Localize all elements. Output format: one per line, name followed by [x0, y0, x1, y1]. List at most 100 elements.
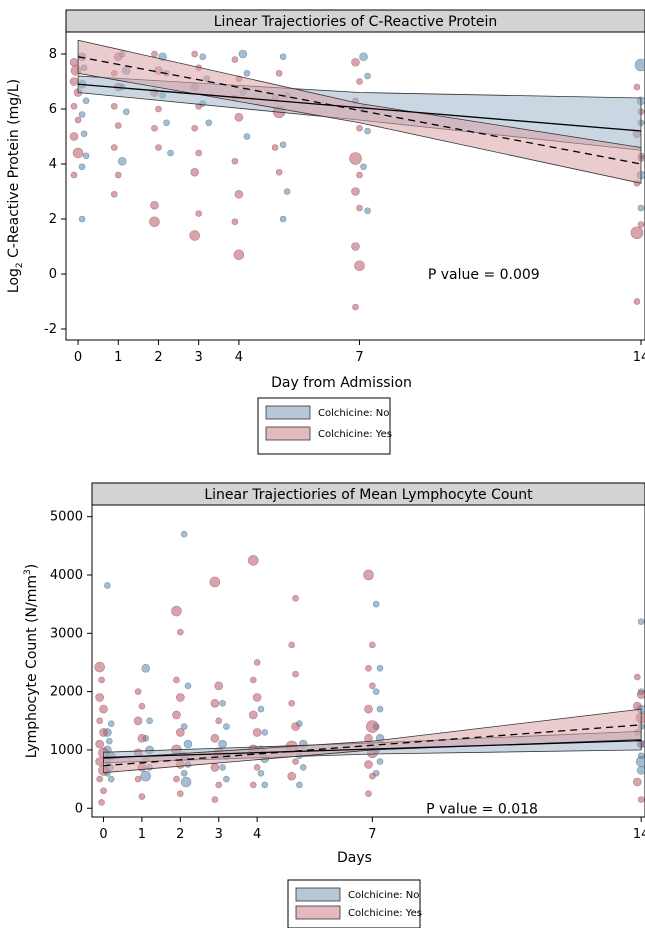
data-point	[364, 72, 371, 80]
data-point	[70, 171, 78, 179]
y-tick-label: 6	[49, 102, 57, 117]
data-point	[134, 775, 142, 783]
data-point	[243, 133, 251, 140]
x-tick-label: 2	[154, 350, 162, 365]
data-point	[372, 688, 380, 695]
data-point	[369, 772, 376, 780]
data-point	[219, 764, 226, 771]
data-point	[117, 156, 127, 166]
data-point	[271, 144, 279, 151]
data-point	[95, 693, 104, 702]
data-point	[215, 717, 223, 725]
data-point	[69, 77, 79, 86]
data-point	[110, 144, 118, 151]
data-point	[633, 83, 641, 91]
data-point	[366, 720, 379, 733]
data-point	[351, 187, 360, 196]
data-point	[252, 728, 262, 737]
p-value-annotation: P value = 0.018	[426, 801, 538, 817]
data-point	[214, 681, 224, 691]
data-point	[195, 149, 202, 157]
data-point	[140, 770, 152, 782]
data-point	[110, 102, 118, 110]
data-point	[279, 141, 287, 149]
data-point	[261, 729, 269, 736]
data-point	[365, 790, 372, 797]
data-point	[183, 739, 193, 749]
data-point	[104, 582, 111, 589]
data-point	[95, 757, 104, 766]
data-point	[369, 682, 376, 690]
data-point	[134, 688, 142, 695]
data-point	[191, 50, 198, 58]
data-point	[261, 781, 269, 789]
data-point	[96, 775, 103, 783]
data-point	[70, 102, 78, 110]
data-point	[141, 663, 151, 673]
data-point	[99, 728, 108, 737]
x-axis-label: Day from Admission	[271, 375, 412, 391]
data-point	[155, 105, 162, 113]
data-point	[637, 796, 645, 803]
data-point	[210, 763, 220, 772]
data-point	[219, 699, 226, 707]
data-point	[150, 200, 159, 210]
y-tick-label: 4000	[50, 568, 83, 583]
data-point	[210, 698, 220, 708]
y-tick-label: -2	[44, 322, 57, 337]
x-tick-label: 7	[355, 350, 363, 365]
data-point	[223, 775, 230, 783]
legend-swatch	[265, 405, 311, 420]
y-tick-label: 0	[75, 801, 83, 816]
x-tick-label: 3	[215, 827, 223, 842]
x-tick-label: 0	[74, 350, 82, 365]
data-point	[283, 188, 291, 195]
legend-swatch	[295, 887, 341, 902]
data-point	[376, 664, 384, 672]
data-point	[296, 781, 303, 789]
data-point	[252, 693, 262, 702]
data-point	[364, 704, 373, 714]
data-point	[195, 210, 202, 217]
data-point	[376, 705, 384, 713]
confidence-band	[77, 39, 642, 184]
legend-swatch	[265, 426, 311, 441]
data-point	[82, 97, 90, 105]
data-point	[292, 758, 299, 765]
data-point	[238, 49, 248, 59]
y-tick-label: 4	[49, 157, 57, 172]
data-point	[363, 569, 374, 581]
data-point	[288, 641, 295, 649]
data-point	[123, 108, 130, 116]
legend-label: Colchicine: Yes	[348, 908, 422, 919]
data-point	[356, 124, 363, 132]
data-point	[352, 303, 359, 311]
data-point	[288, 699, 295, 707]
plot-content: P value = 0.018	[94, 530, 645, 817]
data-point	[635, 756, 645, 767]
data-point	[231, 56, 239, 63]
data-point	[176, 693, 185, 702]
data-point	[205, 119, 213, 127]
data-point	[234, 189, 244, 199]
data-point	[173, 775, 180, 783]
x-tick-label: 4	[235, 350, 243, 365]
data-point	[69, 132, 79, 141]
data-point	[287, 771, 296, 781]
data-point	[167, 149, 174, 157]
data-point	[249, 676, 257, 684]
data-point	[184, 682, 192, 690]
fit-line	[103, 724, 642, 767]
plot-content: P value = 0.009	[69, 39, 645, 311]
data-point	[180, 723, 188, 730]
data-point	[107, 720, 115, 727]
x-tick-label: 4	[253, 827, 261, 842]
data-point	[279, 53, 287, 61]
y-axis-label: Log2 C-Reactive Protein (mg/L)	[6, 79, 25, 293]
data-point	[634, 673, 641, 681]
legend: Colchicine: No Colchicine: Yes	[257, 397, 392, 455]
data-point	[633, 777, 642, 787]
x-tick-label: 0	[99, 827, 107, 842]
data-point	[78, 163, 86, 171]
data-point	[248, 710, 258, 720]
